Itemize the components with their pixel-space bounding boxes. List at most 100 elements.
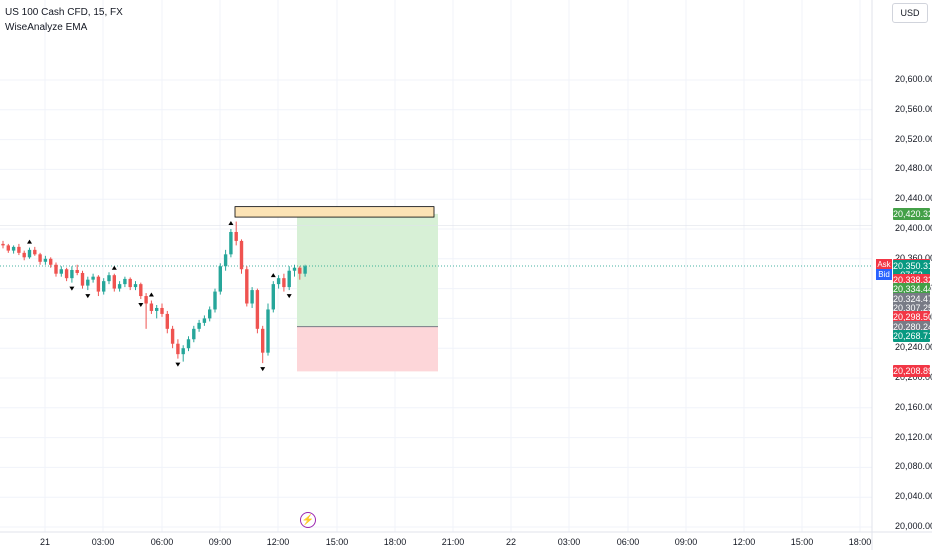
time-axis-label: 18:00 <box>848 537 872 547</box>
supply-zone <box>234 206 435 218</box>
price-axis-label: 20,480.00 <box>895 163 932 174</box>
candle-body <box>250 290 254 304</box>
fractal-up-marker <box>270 273 276 278</box>
time-axis-label: 21 <box>39 537 51 547</box>
price-tag: 20,307.25 <box>893 301 932 314</box>
price-axis-label: 20,080.00 <box>895 461 932 472</box>
fractal-up-marker <box>148 292 154 297</box>
candle-body <box>64 269 69 279</box>
price-axis-label: 20,560.00 <box>895 103 932 114</box>
candle-body <box>245 269 249 304</box>
time-axis-label: 09:00 <box>674 537 698 547</box>
candle-body <box>139 284 143 297</box>
fractal-down-marker <box>286 294 292 299</box>
candle-body <box>6 245 10 251</box>
profit-zone <box>297 213 438 327</box>
candle-body <box>170 328 175 344</box>
ask-label: Ask <box>876 259 892 271</box>
time-axis-label: 22 <box>505 537 517 547</box>
candle-body <box>298 267 302 274</box>
price-tag: 20,268.71 <box>893 329 932 342</box>
price-tag: 20,298.50 <box>893 311 932 324</box>
fractal-down-marker <box>138 303 144 308</box>
price-axis-label: 20,000.00 <box>895 521 932 531</box>
time-axis-label: 06:00 <box>150 537 174 547</box>
lightning-icon[interactable]: ⚡ <box>300 512 316 528</box>
time-axis-label: 12:00 <box>732 537 756 547</box>
candle-body <box>176 343 180 355</box>
candle-body <box>202 318 207 323</box>
candle-body <box>218 266 222 292</box>
candle-body <box>59 269 63 274</box>
candle-body <box>75 269 79 273</box>
price-axis-label: 20,360.00 <box>895 252 932 263</box>
price-tag: 20,334.44 <box>893 283 932 296</box>
fractal-up-marker <box>27 239 32 244</box>
fractal-down-marker <box>69 286 75 291</box>
price-axis-label: 20,440.00 <box>895 193 932 204</box>
candle-body <box>234 231 238 241</box>
fractal-up-marker <box>111 265 117 270</box>
candle-body <box>255 290 260 329</box>
candle-body <box>266 309 270 353</box>
candle-body <box>271 284 275 310</box>
indicator-label[interactable]: WiseAnalyze EMA <box>5 22 88 33</box>
candle-body <box>22 252 26 258</box>
candle-body <box>123 278 127 285</box>
price-tag: 20,338.32 <box>893 274 932 287</box>
candle-body <box>117 284 122 289</box>
candle-body <box>27 249 32 258</box>
time-axis-label: 15:00 <box>790 537 814 547</box>
fractal-down-marker <box>85 294 91 299</box>
bid-label: Bid <box>876 269 892 281</box>
time-axis-label: 06:00 <box>616 537 640 547</box>
candle-body <box>292 267 297 271</box>
currency-button[interactable]: USD <box>892 3 928 23</box>
time-axis-label: 15:00 <box>325 537 349 547</box>
candle-body <box>229 231 233 255</box>
candle-body <box>70 269 74 279</box>
candle-body <box>303 266 307 274</box>
candle-body <box>128 278 132 288</box>
candle-body <box>107 275 111 282</box>
candle-body <box>11 246 16 251</box>
candle-body <box>17 246 21 253</box>
candle-body <box>160 307 164 314</box>
price-tag: 20,280.24 <box>893 320 932 333</box>
candle-body <box>33 249 37 255</box>
candle-body <box>239 240 244 270</box>
candle-body <box>1 243 5 246</box>
candle-body <box>155 307 159 311</box>
fractal-down-marker <box>175 362 181 367</box>
candle-body <box>287 270 291 288</box>
candle-body <box>86 279 90 286</box>
price-axis-label: 20,600.00 <box>895 74 932 84</box>
candle-body <box>91 276 95 280</box>
time-axis-label: 03:00 <box>91 537 115 547</box>
candle-body <box>54 264 58 274</box>
fractal-up-marker <box>228 221 234 225</box>
price-axis-label: 20,240.00 <box>895 342 932 353</box>
candle-body <box>208 309 212 319</box>
candle-body <box>144 296 148 304</box>
candle-body <box>197 322 201 329</box>
price-axis-label: 20,160.00 <box>895 401 932 412</box>
symbol-title[interactable]: US 100 Cash CFD, 15, FX <box>5 7 123 18</box>
price-axis-label: 20,120.00 <box>895 431 932 442</box>
candle-body <box>192 328 196 340</box>
time-axis-label: 12:00 <box>266 537 290 547</box>
price-axis-label: 20,520.00 <box>895 133 932 144</box>
candle-body <box>261 328 265 353</box>
fractal-down-marker <box>260 367 266 372</box>
candle-body <box>165 313 169 329</box>
price-tag: 20,208.89 <box>893 365 932 378</box>
candle-body <box>186 339 191 349</box>
price-axis-label: 20,400.00 <box>895 223 932 233</box>
time-axis-label: 21:00 <box>441 537 465 547</box>
candle-body <box>112 275 116 289</box>
candle-body <box>213 291 217 310</box>
price-tag: 20,350.31 <box>893 260 932 273</box>
loss-zone <box>297 326 438 372</box>
time-axis-label: 09:00 <box>208 537 232 547</box>
